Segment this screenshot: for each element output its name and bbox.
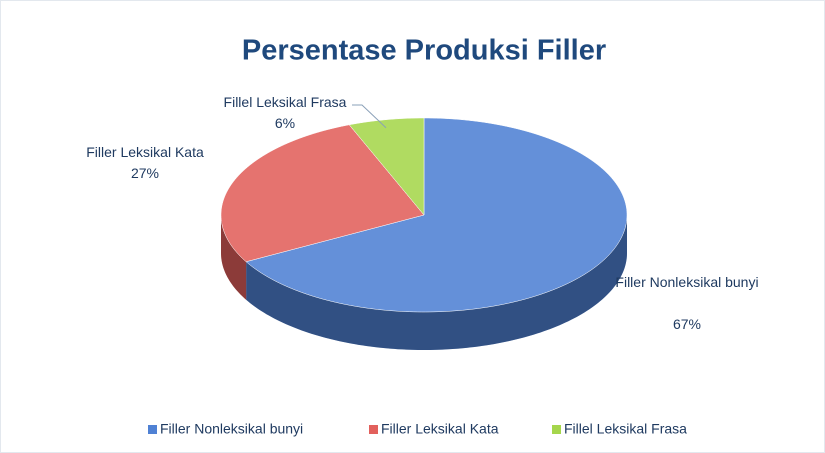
legend-label: Fillel Leksikal Frasa	[564, 421, 687, 437]
slice-side	[246, 215, 627, 350]
legend-label: Filler Leksikal Kata	[381, 421, 499, 437]
data-label-value: 27%	[130, 165, 160, 181]
leader-line	[352, 104, 387, 129]
data-label-name: Filler Leksikal Kata	[86, 144, 204, 160]
slice-side	[221, 215, 247, 300]
slice-side-shade	[221, 215, 247, 300]
legend-swatch	[148, 425, 157, 434]
slice-highlight	[221, 124, 424, 262]
slice	[245, 117, 628, 313]
legend-swatch	[552, 425, 561, 434]
slice	[220, 124, 425, 263]
legend-label: Filler Nonleksikal bunyi	[160, 421, 303, 437]
data-label-value: 67%	[672, 316, 702, 332]
slice-highlight	[246, 118, 627, 312]
chart-title: Persentase Produksi Filler	[242, 35, 606, 67]
legend-swatch	[369, 425, 378, 434]
data-label-value: 6%	[274, 115, 296, 131]
data-label-name: Fillel Leksikal Frasa	[223, 94, 347, 110]
slice-side-shade	[246, 215, 627, 350]
slice-highlight	[349, 118, 424, 215]
data-label-name: Filler Nonleksikal bunyi	[615, 274, 759, 290]
slice	[348, 117, 425, 216]
